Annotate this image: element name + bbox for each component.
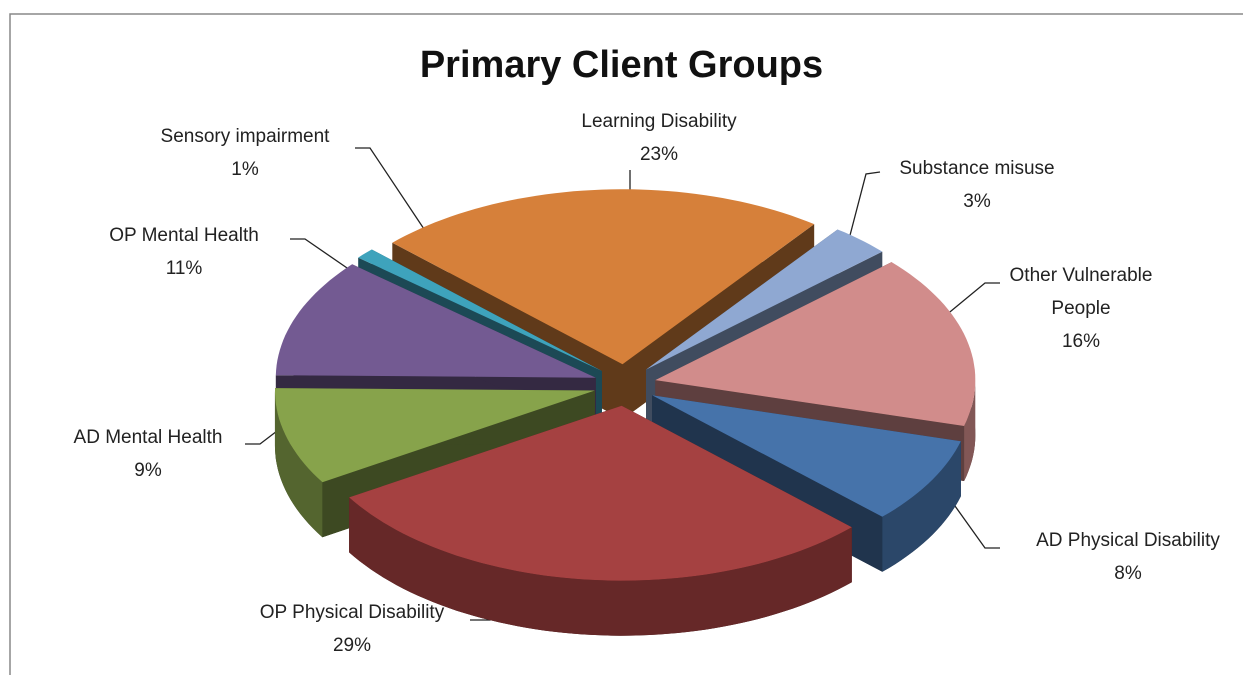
slice-side [882,441,961,572]
slice [358,249,602,371]
data-label: OP Mental Health 11% [74,219,294,285]
data-label: AD Physical Disability 8% [998,524,1243,590]
slice [349,405,852,581]
label-name: Sensory impairment [160,126,330,147]
data-label: Other Vulnerable People 16% [996,259,1166,358]
slice-side [274,390,323,538]
label-name: OP Mental Health [109,225,259,246]
label-value: 3% [963,191,991,212]
label-name: AD Physical Disability [1036,530,1220,551]
leader-line [355,147,431,239]
slice [392,189,815,365]
slice [275,264,596,378]
slice-side [964,380,976,481]
label-value: 23% [639,144,679,165]
label-name: Other Vulnerable People [1009,265,1153,319]
slice-side [349,497,852,636]
data-label: AD Mental Health 9% [38,421,258,487]
slice [275,388,595,483]
label-value: 9% [134,460,162,481]
label-name: OP Physical Disability [259,602,445,623]
slice [655,262,976,426]
label-value: 8% [1114,563,1142,584]
chart-title: Primary Client Groups [419,44,824,86]
label-value: 11% [165,258,203,279]
label-name: AD Mental Health [73,427,223,448]
slice [652,395,961,517]
chart-frame [9,13,1243,675]
leader-line [944,282,1000,317]
label-value: 29% [332,635,372,656]
data-label: Substance misuse 3% [867,152,1087,218]
label-value: 1% [231,159,259,180]
label-name: Learning Disability [581,111,737,132]
leader-line [847,171,881,244]
label-name: Substance misuse [899,158,1055,179]
slice [646,229,883,370]
label-value: 16% [1061,331,1101,352]
pie [274,189,976,636]
data-label: OP Physical Disability 29% [222,596,482,662]
data-label: Learning Disability 23% [549,105,769,171]
data-label: Sensory impairment 1% [125,120,365,186]
leader-line [290,238,351,271]
